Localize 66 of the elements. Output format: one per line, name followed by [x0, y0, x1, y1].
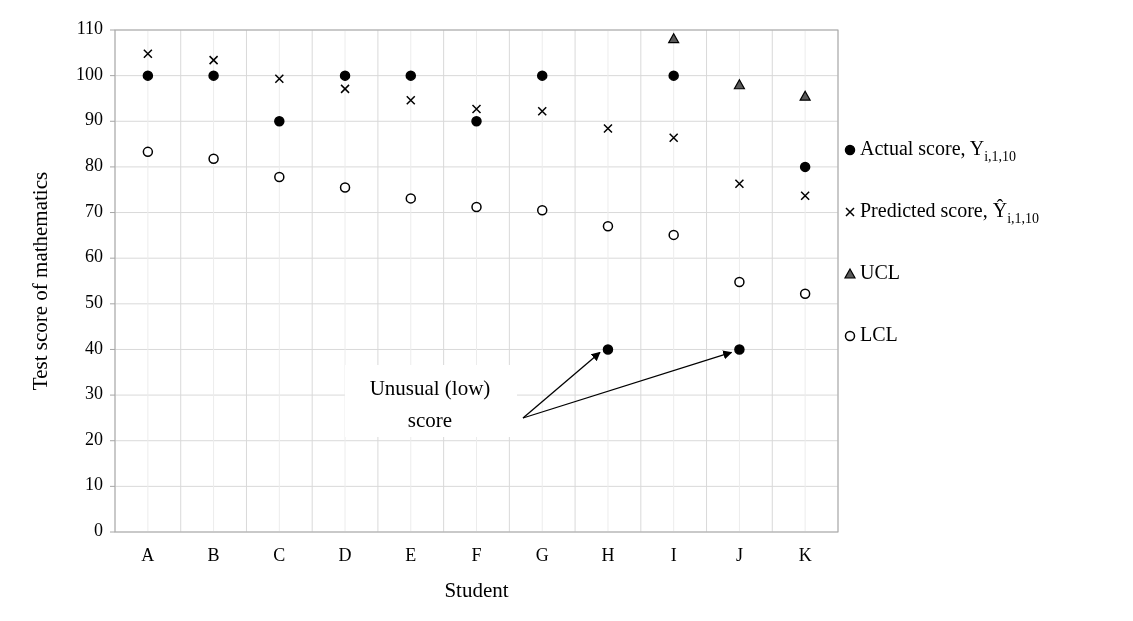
y-tick-label: 100: [76, 63, 103, 84]
point: [274, 116, 285, 127]
point: [602, 344, 614, 355]
point: [471, 104, 482, 114]
point: [339, 182, 351, 193]
point: [340, 84, 350, 94]
point: [668, 132, 679, 143]
point: [668, 229, 679, 241]
point: [536, 205, 548, 216]
y-tick-label: 10: [85, 474, 103, 495]
y-axis-title: Test score of mathematics: [27, 171, 52, 391]
point: [734, 179, 745, 189]
point: [799, 90, 811, 101]
point: [471, 201, 482, 213]
point: [668, 70, 679, 81]
legend-label: LCL: [860, 322, 898, 345]
legend-label: Actual score, Y$_{i,1,10}$: [860, 136, 1017, 164]
point: [406, 95, 416, 106]
point: [602, 220, 614, 232]
x-tick-label: E: [405, 545, 417, 566]
y-tick-label: 90: [85, 109, 103, 130]
y-tick-label: 60: [85, 246, 103, 267]
x-tick-label: A: [141, 545, 155, 566]
y-tick-label: 80: [85, 155, 103, 176]
x-tick-label: C: [273, 545, 286, 566]
x-tick-label: H: [601, 545, 615, 566]
x-axis-title: Student: [444, 577, 509, 602]
point: [339, 70, 351, 81]
y-tick-label: 110: [76, 18, 103, 39]
point: [734, 276, 745, 288]
point: [274, 74, 285, 84]
point: [799, 288, 811, 300]
y-tick-label: 40: [85, 337, 103, 358]
y-tick-label: 20: [85, 428, 103, 449]
point: [142, 70, 154, 81]
y-tick-label: 50: [85, 291, 103, 312]
point: [142, 146, 154, 158]
point: [799, 161, 811, 173]
legend-label: Predicted score, Ŷ$_{i,1,10}$: [860, 198, 1040, 226]
point: [274, 171, 285, 183]
annotation: Unusual (low) score: [369, 375, 491, 432]
x-tick-label: K: [798, 545, 812, 566]
x-tick-label: B: [207, 545, 220, 566]
point: [405, 193, 417, 204]
point: [734, 344, 745, 355]
point: [208, 55, 219, 65]
point: [208, 153, 219, 164]
point: [405, 70, 417, 81]
point: [208, 70, 219, 81]
legend-label: UCL: [860, 260, 900, 283]
point: [536, 70, 548, 81]
point: [668, 33, 680, 44]
point: [143, 48, 153, 59]
point: [603, 123, 613, 134]
point: [471, 116, 482, 127]
x-tick-label: G: [535, 545, 549, 566]
x-tick-label: J: [735, 545, 743, 566]
x-tick-label: F: [471, 545, 482, 566]
x-tick-label: D: [338, 545, 352, 566]
y-tick-label: 30: [85, 383, 103, 404]
point: [800, 190, 810, 201]
point: [537, 106, 547, 116]
x-tick-label: I: [670, 545, 677, 566]
y-tick-label: 0: [94, 520, 103, 541]
y-tick-label: 70: [85, 200, 103, 221]
point: [733, 79, 746, 90]
